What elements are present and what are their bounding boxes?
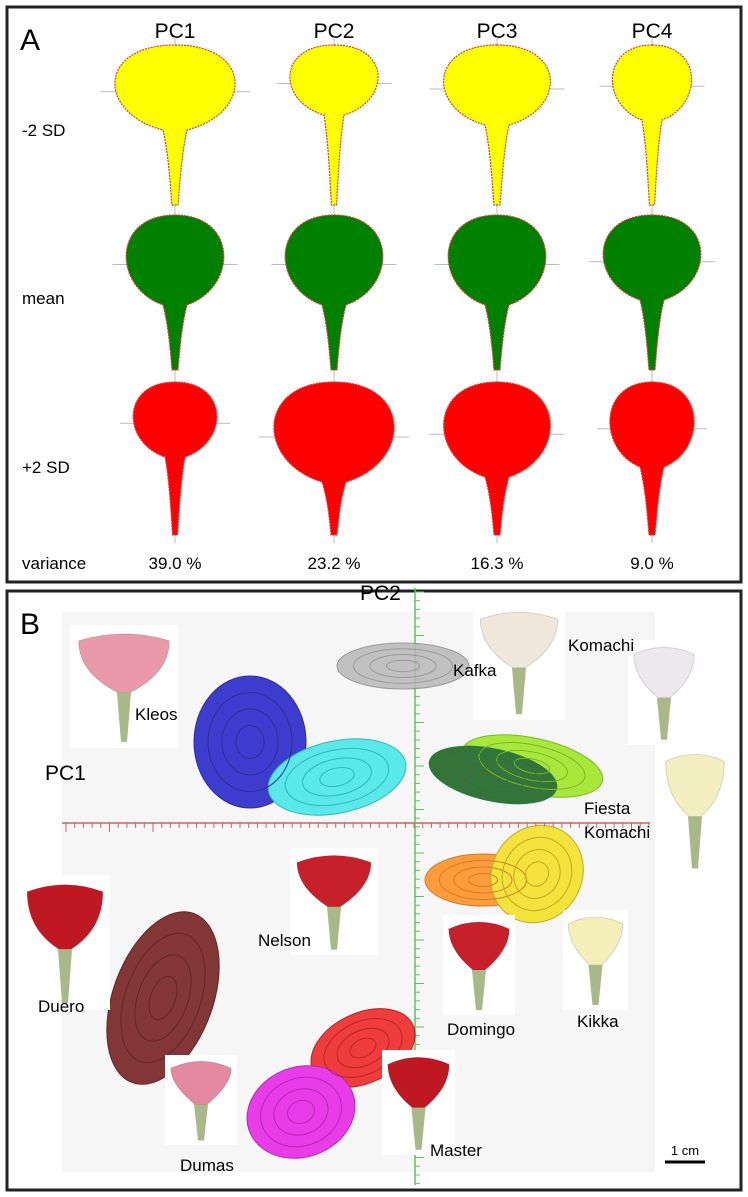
- cultivar-label: Kleos: [135, 705, 178, 724]
- panel-b: B PC1 PC2 Kleos Kafka Komachi Fiesta Kom…: [20, 582, 730, 1185]
- variance-value: 39.0 %: [149, 554, 202, 573]
- ellipse-mesh: [460, 760, 526, 790]
- ellipse: [336, 642, 470, 690]
- ellipse-mesh: [476, 767, 510, 783]
- flower-petal: [26, 884, 104, 950]
- flower-petal: [78, 633, 170, 694]
- variance-label: variance: [22, 554, 86, 573]
- cultivar-label: Duero: [38, 997, 84, 1016]
- row-label: -2 SD: [22, 121, 65, 140]
- flower-petal: [170, 1060, 232, 1105]
- cultivar-label: Master: [430, 1141, 482, 1160]
- ellipse: [428, 745, 558, 805]
- cultivar-label: Fiesta: [584, 799, 631, 818]
- ellipse-mesh: [134, 954, 192, 1042]
- petal-shape: [609, 381, 695, 536]
- petal-shape: [611, 44, 693, 206]
- ellipse-mesh: [524, 861, 550, 887]
- petal-shape: [289, 44, 379, 206]
- axis-label: PC1: [45, 762, 86, 785]
- cultivar-label: Domingo: [447, 1020, 515, 1039]
- panel-label: B: [20, 608, 40, 641]
- ellipse-mesh: [369, 654, 437, 678]
- ellipse-mesh: [353, 648, 453, 684]
- petal-shape: [443, 44, 551, 206]
- ellipse-mesh: [221, 708, 279, 776]
- flower-stem: [194, 1104, 208, 1141]
- ellipse-mesh: [496, 749, 568, 783]
- ellipse-mesh: [302, 757, 372, 797]
- ellipse-mesh: [235, 725, 265, 759]
- column-header: PC4: [632, 20, 673, 43]
- ellipse-mesh: [260, 1076, 342, 1148]
- column-header: PC3: [477, 20, 518, 43]
- ellipse-mesh: [501, 836, 573, 912]
- petal-shape: [447, 214, 547, 371]
- petal-shape: [273, 381, 395, 536]
- ellipse-mesh: [453, 866, 513, 894]
- variance-value: 23.2 %: [308, 554, 361, 573]
- flower-stem: [688, 816, 702, 869]
- flower-stem: [58, 949, 72, 1004]
- ellipse-mesh: [120, 932, 206, 1064]
- ellipse-mesh: [478, 742, 586, 790]
- flower-stem: [117, 692, 131, 742]
- row-label: +2 SD: [22, 458, 70, 477]
- ellipse-mesh: [336, 1027, 390, 1069]
- ellipse-mesh: [444, 752, 542, 798]
- flower-stem: [512, 667, 526, 715]
- flower-petal: [387, 1056, 450, 1109]
- ellipse: [106, 911, 220, 1085]
- ellipse-mesh: [513, 757, 551, 775]
- cultivar-label: Nelson: [258, 931, 311, 950]
- petal-shape: [125, 214, 225, 371]
- panel-label: A: [20, 24, 40, 57]
- column-header: PC2: [314, 20, 355, 43]
- ellipse-mesh: [273, 1088, 329, 1136]
- ellipse-mesh: [284, 747, 390, 807]
- flower-petal: [448, 921, 510, 971]
- petal-shape: [443, 381, 551, 536]
- flower-stem: [472, 970, 486, 1010]
- column-header: PC1: [155, 20, 196, 43]
- ellipse-mesh: [468, 873, 498, 887]
- flower-stem: [327, 906, 341, 950]
- variance-value: 16.3 %: [471, 554, 524, 573]
- ellipse-mesh: [386, 659, 420, 673]
- petal-shape: [114, 44, 236, 206]
- variance-value: 9.0 %: [630, 554, 673, 573]
- ellipse-mesh: [349, 1037, 377, 1059]
- flower-petal: [296, 855, 372, 908]
- flower-stem: [657, 697, 671, 740]
- cultivar-label: Komachi: [584, 823, 650, 842]
- ellipse-mesh: [287, 1099, 315, 1125]
- scale-label: 1 cm: [671, 1143, 699, 1158]
- ellipse-mesh: [323, 1018, 403, 1078]
- ellipse-mesh: [513, 849, 561, 899]
- cultivar-label: Kafka: [453, 661, 497, 680]
- petal-shape: [284, 214, 384, 371]
- flower-stem: [588, 965, 603, 1005]
- panel-a: A PC1 PC2 PC3 PC4 -2 SD mean +2 SD varia…: [20, 20, 715, 573]
- flower-petal: [633, 646, 695, 699]
- ellipse: [267, 738, 407, 816]
- cultivar-label: Komachi: [568, 636, 634, 655]
- flower-petal: [665, 753, 725, 817]
- flower-petal: [567, 916, 624, 966]
- flower-petal: [479, 611, 559, 669]
- petal-shape: [132, 381, 218, 536]
- row-label: mean: [22, 289, 65, 308]
- axis-label: PC2: [360, 582, 401, 605]
- ellipse-mesh: [148, 975, 178, 1021]
- cultivar-label: Kikka: [577, 1012, 619, 1031]
- flower-stem: [411, 1107, 426, 1150]
- petal-shape: [602, 214, 702, 371]
- ellipse-mesh: [207, 692, 293, 792]
- ellipse-mesh: [319, 766, 355, 788]
- cultivar-label: Dumas: [180, 1156, 234, 1175]
